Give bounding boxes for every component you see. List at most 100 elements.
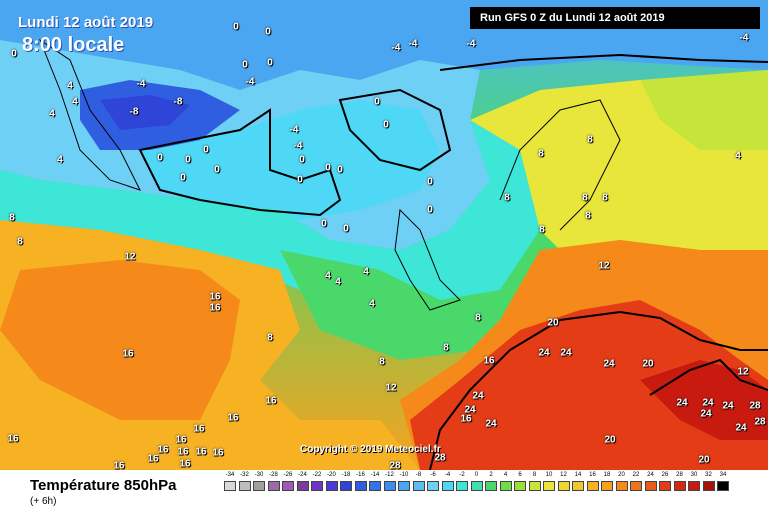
legend-color-swatch [456,481,468,491]
aqua-zone [0,120,540,330]
legend-color-swatch [673,481,686,491]
legend-color-swatch [427,481,439,491]
run-label: Run GFS 0 Z du Lundi 12 août 2019 [470,7,760,29]
legend-color-swatch [615,481,628,491]
isotherm-label: -4 [293,140,303,152]
isotherm-label: 16 [122,348,134,360]
isotherm-label: 28 [434,452,446,464]
contour-4-line [439,53,768,71]
legend-tick-label: 20 [618,472,625,478]
isotherm-label: 0 [297,174,303,186]
isotherm-label: 0 [299,154,305,166]
forecast-date: Lundi 12 août 2019 [18,14,154,31]
isotherm-label: -8 [129,106,139,118]
isotherm-label: 12 [124,251,136,263]
isotherm-label: 24 [676,397,688,409]
isotherm-label: -4 [739,32,749,44]
legend-tick-label: -16 [356,472,365,478]
legend-color-swatch [441,481,454,491]
footer-bar: Température 850hPa (+ 6h) -34 -32 -30 -28 -2… [0,470,768,512]
isotherm-label: 16 [212,447,224,459]
cyan-zone [140,100,440,220]
legend-tick-label: -2 [459,472,465,478]
isotherm-label: -4 [136,78,146,90]
isotherm-label: 16 [7,433,19,445]
dark-orange-southwest [0,260,240,420]
legend-color-swatch [688,481,700,491]
isotherm-label: 24 [700,408,712,420]
legend-tick-label: -26 [283,472,293,478]
legend-tick-label: 0 [474,472,479,478]
legend-tick-label: 22 [632,472,640,478]
isotherm-label: 24 [702,397,714,409]
legend-tick-label: -14 [370,472,380,478]
legend-tick-label: 10 [545,472,553,478]
temperature-map[interactable]: 0 0 0 -4 -4 -4 -4 -4 -8 -8 -4 0 0 0 0 0 0 0 0 0 -4 -4 0 0 0 0 0 0 0 0… [0,0,768,470]
isotherm-label: 0 [265,26,271,38]
contour-0-line [138,108,342,217]
isotherm-label: 16 [227,412,239,424]
isotherm-label: 16 [175,434,187,446]
legend-color-swatch [702,481,715,491]
isotherm-label: 8 [443,342,449,354]
legend-color-swatch [543,481,555,491]
isotherm-label: 8 [267,332,273,344]
legend-tick-label: -20 [327,472,336,478]
deep-red-core [640,360,768,440]
isotherm-label: 28 [754,416,766,428]
british-isles-coast [394,208,461,311]
legend-tick-label: -6 [430,472,436,478]
isotherm-label: 0 [11,48,17,60]
legend-tick-label: 8 [532,472,537,478]
isotherm-label: 4 [67,80,73,92]
legend-tick-label: 30 [690,472,698,478]
legend-color-swatch [311,481,323,491]
legend-color-swatch [325,481,338,491]
legend-tick-label: 4 [503,472,508,478]
legend-tick-label: 28 [676,472,683,478]
legend-tick-label: -22 [312,472,322,478]
isotherm-label: 20 [604,434,616,446]
isotherm-label: 16 [193,423,205,435]
forecast-offset: (+ 6h) [30,496,57,507]
isotherm-label: 24 [538,347,550,359]
isotherm-label: 28 [749,400,761,412]
isotherm-label: 0 [233,21,239,33]
isotherm-label: 4 [735,150,741,162]
map-canvas [0,0,768,470]
isotherm-label: 0 [427,204,433,216]
legend-tick-label: 12 [560,472,567,478]
isotherm-label: 0 [343,223,349,235]
isotherm-label: -4 [466,38,476,50]
isotherm-label: 16 [209,302,221,314]
legend-color-swatch [485,481,497,491]
isotherm-label: 28 [389,460,401,471]
legend-tick-label: -24 [298,472,307,478]
legend-color-swatch [572,481,584,491]
legend-tick-label: 14 [574,472,582,478]
isotherm-label: 24 [472,390,484,402]
legend-color-swatch [499,481,512,491]
legend-color-swatch [369,481,381,491]
legend-tick-label: 24 [647,472,654,478]
isotherm-label: 0 [180,172,186,184]
isotherm-label: 8 [379,356,385,368]
isotherm-label: 24 [603,358,615,370]
legend-color-swatch [586,481,599,491]
isotherm-label: 12 [385,382,397,394]
legend-color-swatch [296,481,309,491]
isotherm-label: 16 [209,291,221,303]
isotherm-label: 16 [177,446,189,458]
legend-color-swatch [470,481,483,491]
isotherm-label: 4 [335,276,341,288]
red-heat-zone [410,300,768,470]
isotherm-label: 4 [72,96,78,108]
isotherm-label: 8 [504,192,510,204]
isotherm-label: -4 [289,124,299,136]
legend-tick-label: 6 [518,472,522,478]
legend-tick-label: -18 [341,472,351,478]
isotherm-label: 24 [464,404,476,416]
isotherm-label: 8 [585,210,591,222]
isotherm-label: 0 [214,164,220,176]
isotherm-label: 0 [427,176,433,188]
